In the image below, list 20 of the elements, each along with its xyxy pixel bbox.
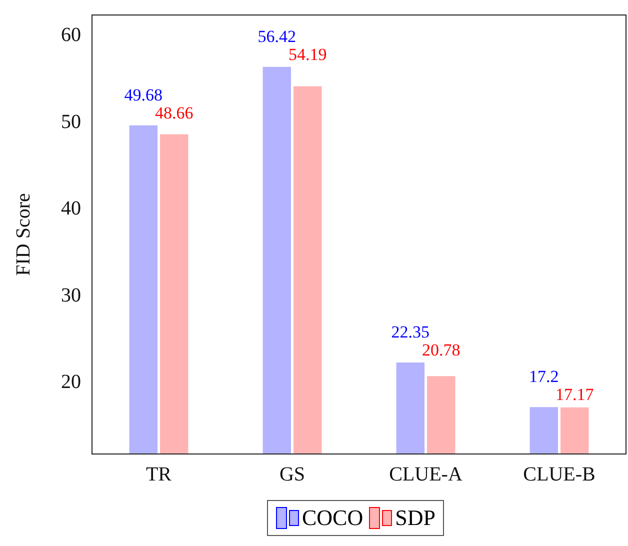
x-tick-label: TR	[146, 463, 172, 486]
x-tick-label: CLUE-A	[389, 463, 463, 486]
legend-label: COCO	[302, 505, 364, 531]
x-tick-label: CLUE-B	[523, 463, 596, 486]
data-label: 20.78	[422, 340, 460, 360]
x-tick-label: GS	[279, 463, 306, 486]
y-tick-label: 20	[61, 371, 81, 394]
data-label: 54.19	[288, 44, 327, 64]
y-tick-label: 60	[61, 24, 81, 46]
y-tick-label: 50	[61, 110, 81, 133]
data-label: 17.2	[529, 367, 559, 386]
legend-label: SDP	[395, 505, 436, 531]
data-label: 49.68	[124, 85, 163, 104]
data-label: 48.66	[154, 103, 194, 122]
y-tick-label: 40	[61, 198, 81, 220]
y-axis-title: FID Score	[12, 192, 34, 276]
data-label: 56.42	[258, 26, 296, 46]
data-label: 22.35	[391, 322, 430, 342]
data-label: 17.17	[555, 385, 594, 404]
y-tick-label: 30	[61, 284, 81, 306]
